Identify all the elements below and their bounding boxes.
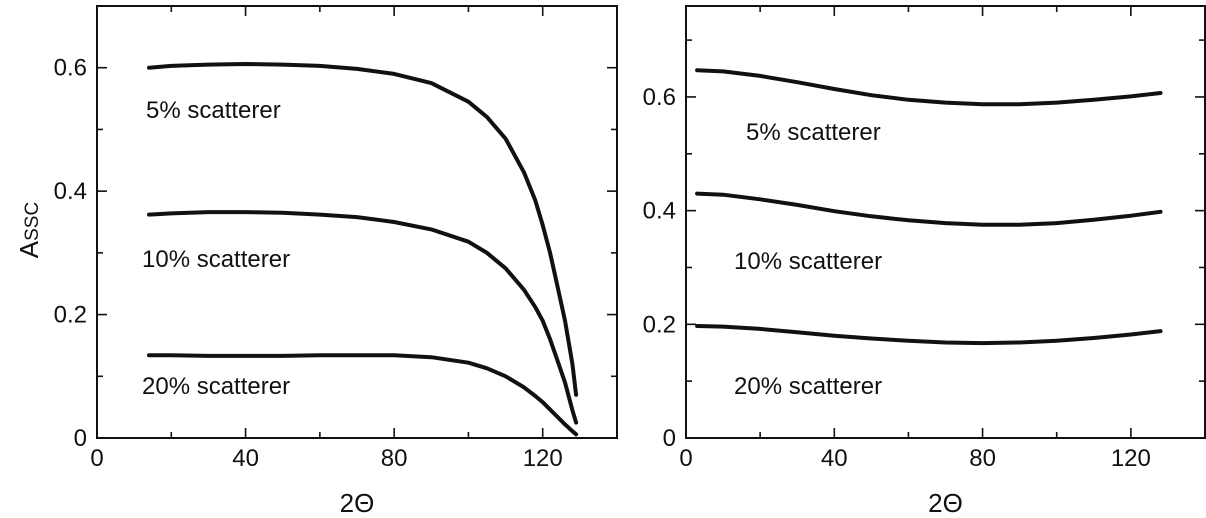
series-line (695, 191, 1163, 227)
y-tick-label: 0.2 (643, 311, 676, 338)
x-tick-label: 40 (232, 445, 259, 472)
series-line (147, 62, 579, 397)
x-tick-label: 120 (523, 445, 563, 472)
x-axis-title: 2Θ (928, 488, 963, 518)
y-tick-label: 0.6 (643, 84, 676, 111)
x-tick-label: 0 (90, 445, 103, 472)
x-tick-label: 0 (679, 445, 692, 472)
y-tick-label: 0.2 (54, 302, 87, 329)
series-label: 20% scatterer (142, 373, 290, 400)
y-axis-title-main: A (14, 240, 44, 258)
series-label: 20% scatterer (734, 373, 882, 400)
x-tick-label: 40 (821, 445, 848, 472)
x-axis-title: 2Θ (340, 488, 375, 518)
x-tick-label: 80 (381, 445, 408, 472)
series-label: 10% scatterer (142, 246, 290, 273)
y-tick-label: 0 (663, 425, 676, 452)
y-tick-label: 0.6 (54, 55, 87, 82)
plot-frame (685, 5, 1206, 439)
y-tick-label: 0 (74, 425, 87, 452)
series-label: 5% scatterer (746, 119, 881, 146)
right-panel: 0 40 80 120 0 0.2 0.4 0.6 2Θ 5% scatterer 10% scat… (643, 5, 1206, 518)
left-panel: 0 40 80 120 0 0.2 0.4 0.6 2Θ ASSC 5% scatterer 10% … (14, 5, 618, 518)
y-tick-label: 0.4 (54, 178, 87, 205)
plot-frame (96, 5, 618, 439)
y-axis-title-subscript: SSC (22, 202, 43, 241)
y-axis-title: ASSC (14, 202, 44, 258)
series-line (695, 68, 1163, 107)
series-label: 5% scatterer (146, 97, 281, 124)
y-tick-label: 0.4 (643, 198, 676, 225)
series-line (147, 353, 579, 437)
series-line (695, 324, 1163, 346)
x-tick-label: 80 (969, 445, 996, 472)
series-label: 10% scatterer (734, 248, 882, 275)
x-tick-label: 120 (1111, 445, 1151, 472)
series-line (147, 210, 579, 425)
